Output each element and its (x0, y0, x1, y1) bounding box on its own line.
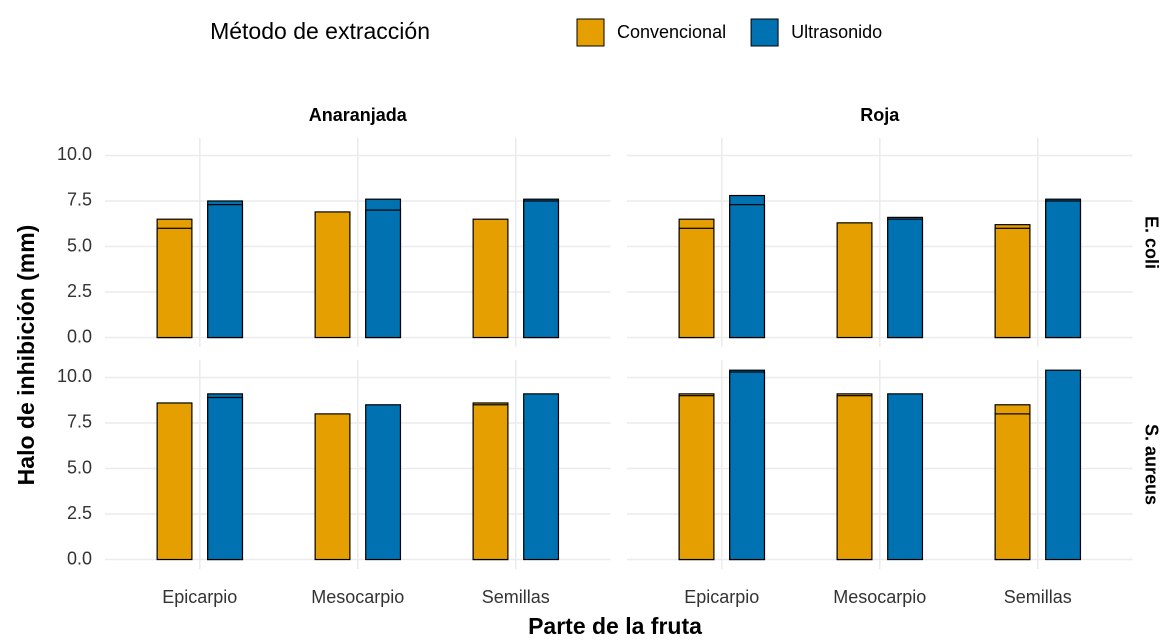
bar (1045, 200, 1082, 339)
y-tick-label: 5.0 (67, 235, 92, 255)
bar (887, 218, 924, 339)
x-tick-label: Mesocarpio (311, 587, 404, 607)
y-axis-title: Halo de inhibición (mm) (13, 225, 39, 486)
bar (678, 227, 715, 339)
x-axis-title: Parte de la fruta (528, 613, 702, 639)
legend-key (750, 18, 779, 47)
bar (472, 218, 509, 339)
x-tick-label: Semillas (1004, 587, 1072, 607)
bar (1045, 369, 1082, 561)
legend-key (576, 18, 605, 47)
y-tick-label: 7.5 (67, 412, 92, 432)
x-tick-label: Mesocarpio (833, 587, 926, 607)
bar (365, 209, 402, 339)
y-tick-label: 5.0 (67, 457, 92, 477)
bar (156, 227, 193, 339)
y-tick-label: 2.5 (67, 503, 92, 523)
bar (729, 204, 766, 339)
bar (887, 393, 924, 561)
bar (314, 211, 351, 339)
bar (207, 204, 244, 339)
x-tick-label: Semillas (482, 587, 550, 607)
facet-row-label: S. aureus (1141, 424, 1161, 505)
legend-title: Método de extracción (210, 18, 430, 44)
bar (207, 396, 244, 561)
y-tick-label: 0.0 (67, 548, 92, 568)
y-tick-label: 10.0 (57, 366, 92, 386)
y-tick-label: 2.5 (67, 281, 92, 301)
bar (314, 413, 351, 561)
y-tick-label: 7.5 (67, 190, 92, 210)
bar (472, 404, 509, 561)
y-tick-label: 10.0 (57, 144, 92, 164)
facet-row-label: E. coli (1141, 216, 1161, 269)
bar (156, 402, 193, 561)
bar (523, 200, 560, 339)
bar (729, 371, 766, 561)
legend-label: Convencional (617, 22, 726, 42)
bar (678, 395, 715, 561)
bar (994, 413, 1031, 561)
facet-column-label: Anaranjada (309, 105, 408, 125)
bar (836, 395, 873, 561)
bar (994, 227, 1031, 339)
y-tick-label: 0.0 (67, 326, 92, 346)
facet-column-label: Roja (860, 105, 900, 125)
bar (523, 393, 560, 561)
bar (365, 404, 402, 561)
x-tick-label: Epicarpio (684, 587, 759, 607)
x-tick-label: Epicarpio (162, 587, 237, 607)
legend-label: Ultrasonido (791, 22, 882, 42)
bar (836, 222, 873, 339)
